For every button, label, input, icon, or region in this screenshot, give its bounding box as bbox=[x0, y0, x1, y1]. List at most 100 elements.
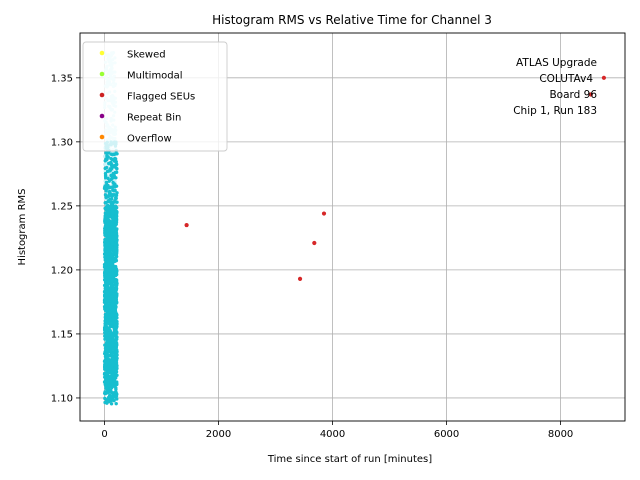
cluster-point bbox=[103, 201, 107, 205]
cluster-point bbox=[111, 343, 116, 347]
cluster-point bbox=[110, 294, 115, 299]
grid bbox=[80, 33, 625, 421]
cluster-point bbox=[114, 313, 119, 317]
cluster-point bbox=[114, 218, 118, 222]
cluster-point bbox=[109, 205, 113, 209]
cluster-point bbox=[112, 292, 117, 296]
legend-label: Multimodal bbox=[127, 71, 183, 82]
cluster-point bbox=[105, 255, 110, 259]
annotation-line-3: Board 96 bbox=[549, 89, 597, 101]
cluster-point bbox=[111, 171, 115, 176]
cluster-point bbox=[112, 384, 116, 388]
cluster-point bbox=[105, 352, 109, 356]
cluster-point bbox=[114, 152, 118, 156]
cluster-point bbox=[108, 330, 113, 335]
cluster-point bbox=[109, 289, 113, 293]
cluster-point bbox=[115, 352, 119, 357]
cluster-point bbox=[115, 349, 119, 354]
seu-point bbox=[312, 240, 317, 246]
cluster-point bbox=[106, 222, 111, 226]
cluster-point bbox=[114, 196, 118, 200]
cluster-point bbox=[114, 215, 119, 219]
run-annotation: ATLAS Upgrade COLUTAv4 Board 96 Chip 1, … bbox=[513, 57, 597, 117]
cluster-point bbox=[109, 254, 113, 258]
cluster-point bbox=[109, 220, 113, 224]
cluster-point bbox=[102, 391, 107, 396]
cluster-point bbox=[109, 321, 113, 325]
cluster-point bbox=[105, 308, 109, 312]
cluster-point bbox=[111, 210, 115, 215]
cluster-point bbox=[105, 210, 109, 214]
seu-point bbox=[321, 211, 327, 216]
cluster-point bbox=[103, 233, 107, 237]
seu-point bbox=[297, 276, 303, 281]
plot-frame bbox=[79, 32, 626, 422]
y-tick-label: 1.20 bbox=[51, 265, 73, 276]
cluster-point bbox=[103, 184, 108, 188]
cluster-point bbox=[103, 380, 107, 384]
y-tick-label: 1.10 bbox=[51, 393, 73, 404]
cluster-point bbox=[112, 360, 117, 364]
cluster-point bbox=[108, 317, 113, 322]
x-axis-ticks: 0 2000 4000 6000 8000 bbox=[101, 421, 573, 440]
cluster-point bbox=[103, 193, 108, 197]
x-tick-label: 8000 bbox=[548, 429, 573, 440]
cluster-point bbox=[111, 373, 115, 377]
y-axis-ticks: 1.10 1.15 1.20 1.25 1.30 1.35 bbox=[51, 73, 80, 404]
x-tick-label: 6000 bbox=[434, 429, 459, 440]
cluster-point bbox=[113, 288, 118, 293]
cluster-point bbox=[109, 349, 113, 354]
cluster-point bbox=[104, 151, 108, 155]
cluster-point bbox=[103, 273, 107, 277]
cluster-point bbox=[103, 298, 108, 303]
cluster-point bbox=[114, 373, 118, 377]
cluster-point bbox=[113, 204, 118, 209]
cluster-point bbox=[109, 200, 113, 205]
cluster-point bbox=[114, 394, 119, 398]
cluster-point bbox=[110, 352, 114, 356]
cluster-point bbox=[104, 361, 109, 366]
seu-point bbox=[588, 92, 593, 97]
cluster-point bbox=[105, 386, 109, 391]
cluster-point bbox=[103, 290, 108, 294]
cluster-point bbox=[102, 365, 107, 370]
y-tick-label: 1.15 bbox=[51, 329, 73, 340]
legend-marker bbox=[99, 113, 105, 119]
legend-label: Overflow bbox=[127, 134, 172, 145]
cluster-point bbox=[112, 354, 116, 359]
cluster-point bbox=[113, 198, 117, 203]
cluster-point bbox=[111, 228, 115, 232]
legend-label: Skewed bbox=[127, 50, 166, 61]
cluster-point bbox=[107, 191, 112, 195]
cluster-point bbox=[112, 298, 117, 303]
cluster-point bbox=[115, 191, 119, 195]
cluster-point bbox=[108, 236, 112, 241]
x-tick-label: 4000 bbox=[320, 429, 345, 440]
cluster-point bbox=[112, 158, 117, 162]
cluster-point bbox=[106, 155, 110, 159]
cluster-point bbox=[104, 180, 109, 185]
cluster-point bbox=[106, 203, 110, 208]
y-tick-label: 1.30 bbox=[51, 137, 73, 148]
cluster-point bbox=[104, 377, 108, 382]
cluster-point bbox=[105, 269, 109, 274]
cluster-point bbox=[107, 296, 111, 300]
cluster-point bbox=[112, 311, 116, 315]
cluster-point bbox=[115, 337, 119, 341]
cluster-point bbox=[110, 262, 114, 267]
cluster-point bbox=[112, 232, 117, 236]
cluster-point bbox=[106, 183, 110, 188]
cluster-point bbox=[108, 269, 113, 273]
cluster-point bbox=[111, 398, 115, 402]
cluster-point bbox=[105, 399, 109, 403]
cluster-point bbox=[114, 343, 118, 347]
cluster-point bbox=[103, 219, 107, 223]
cluster-point bbox=[103, 169, 107, 173]
cluster-point bbox=[111, 286, 115, 291]
cluster-point bbox=[104, 312, 109, 316]
cluster-point bbox=[111, 335, 115, 340]
cluster-point bbox=[113, 246, 117, 250]
cluster-point bbox=[114, 364, 119, 368]
cluster-point bbox=[112, 301, 117, 306]
